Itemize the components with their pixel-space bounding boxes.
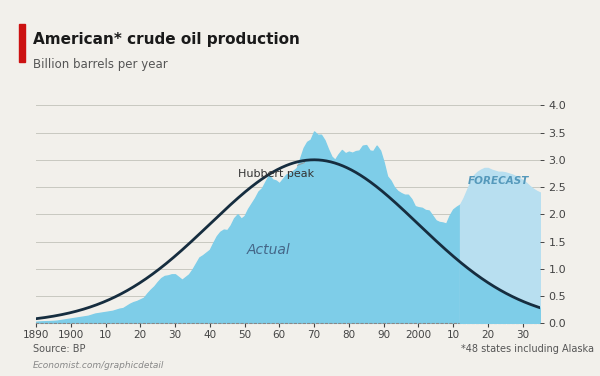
Text: FORECAST: FORECAST <box>467 176 529 185</box>
Text: Hubbert peak: Hubbert peak <box>238 162 314 179</box>
Text: Source: BP: Source: BP <box>33 344 86 353</box>
Text: *48 states including Alaska: *48 states including Alaska <box>461 344 594 353</box>
Text: Economist.com/graphicdetail: Economist.com/graphicdetail <box>33 361 164 370</box>
Text: Billion barrels per year: Billion barrels per year <box>33 58 168 71</box>
Text: American* crude oil production: American* crude oil production <box>33 32 300 47</box>
Text: Actual: Actual <box>247 243 291 257</box>
